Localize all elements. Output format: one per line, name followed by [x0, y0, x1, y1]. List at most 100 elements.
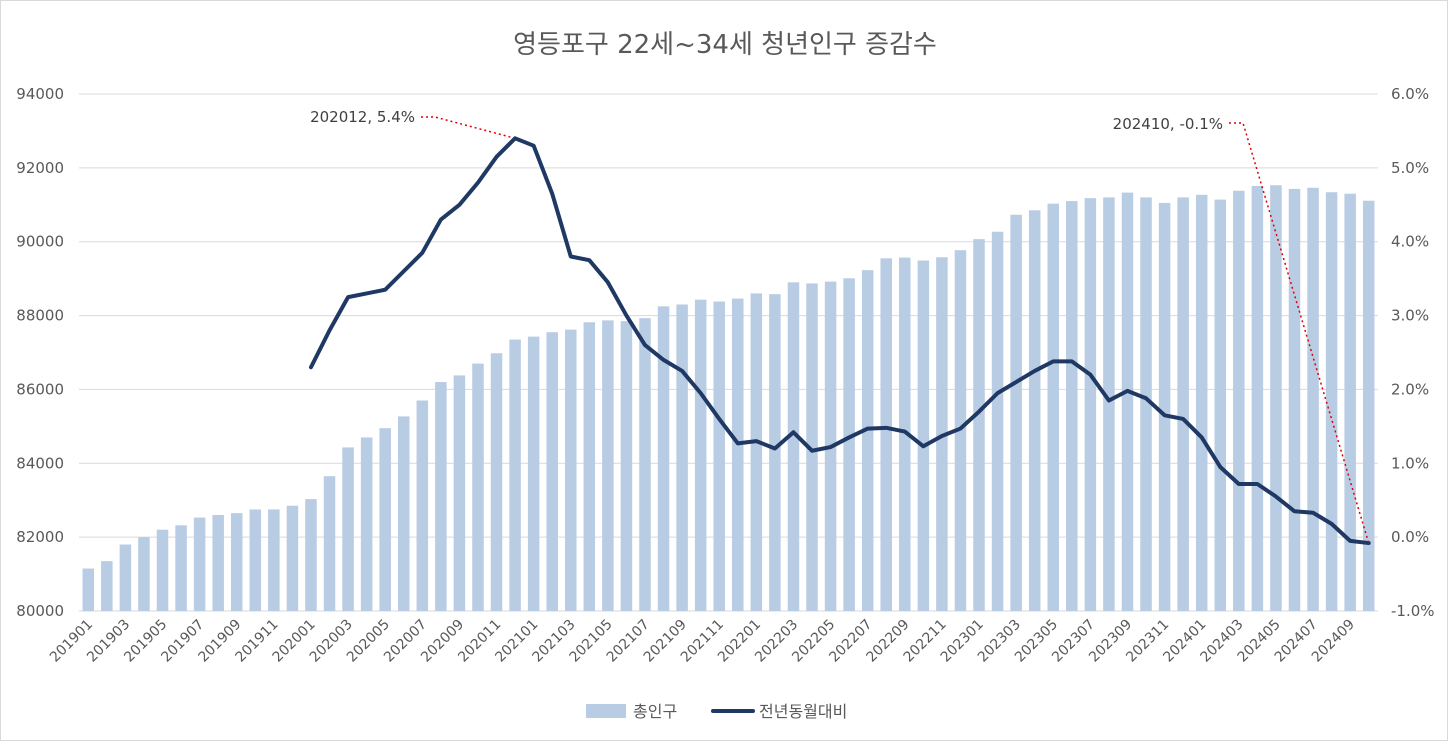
bar-202407 — [1307, 187, 1319, 611]
bar-201904 — [138, 537, 150, 611]
bar-202109 — [676, 304, 688, 611]
left-tick-label: 88000 — [16, 307, 64, 325]
annotations: 202012, 5.4% 202410, -0.1% — [310, 108, 1223, 133]
left-tick-label: 94000 — [16, 85, 64, 103]
bar-202005 — [379, 428, 391, 611]
bar-202008 — [435, 382, 447, 611]
bar-202401 — [1195, 194, 1208, 611]
bar-202311 — [1158, 202, 1171, 612]
bar-202102 — [546, 332, 558, 611]
bar-202105 — [602, 320, 614, 611]
bar-202302 — [991, 231, 1004, 611]
bar-202103 — [565, 329, 577, 611]
bar-202306 — [1066, 201, 1078, 612]
right-tick-label: 0.0% — [1391, 528, 1429, 546]
bar-202210 — [917, 260, 930, 611]
bar-201909 — [230, 513, 243, 611]
chart-title: 영등포구 22세~34세 청년인구 증감수 — [513, 30, 937, 60]
annotation-latest: 202410, -0.1% — [1113, 115, 1223, 133]
bar-201906 — [175, 525, 187, 611]
bar-201908 — [212, 514, 224, 611]
left-tick-label: 86000 — [16, 380, 64, 398]
bar-202204 — [806, 283, 818, 611]
legend: 총인구 전년동월대비 — [586, 702, 847, 721]
bar-202108 — [657, 306, 670, 611]
annotation-leaders — [421, 116, 1370, 544]
right-tick-label: 4.0% — [1391, 233, 1429, 251]
bar-202309 — [1121, 192, 1134, 611]
bar-202007 — [416, 400, 429, 611]
bar-202406 — [1288, 188, 1301, 611]
bar-202307 — [1084, 198, 1097, 612]
bar-202104 — [583, 322, 596, 611]
bar-202101 — [527, 336, 540, 611]
bar-202110 — [694, 299, 707, 611]
bar-201905 — [156, 529, 169, 611]
bar-202004 — [360, 437, 373, 611]
bar-201902 — [101, 561, 113, 611]
bar-202404 — [1251, 185, 1264, 611]
bar-202001 — [305, 499, 317, 611]
bar-201903 — [119, 544, 132, 611]
annotation-leader — [1229, 122, 1370, 544]
bar-202209 — [899, 257, 911, 611]
bar-202006 — [397, 416, 410, 611]
bar-202312 — [1177, 197, 1189, 611]
bar-202208 — [880, 258, 892, 611]
left-tick-label: 82000 — [16, 528, 64, 546]
bar-202207 — [861, 270, 874, 611]
bar-202402 — [1214, 199, 1227, 611]
line-series — [308, 136, 1371, 546]
bar-202011 — [490, 353, 503, 611]
right-tick-label: 3.0% — [1391, 307, 1429, 325]
bar-202107 — [639, 318, 651, 611]
bar-202303 — [1010, 214, 1022, 612]
bar-202201 — [750, 293, 763, 611]
bar-202308 — [1103, 197, 1115, 611]
right-tick-label: 2.0% — [1391, 380, 1429, 398]
legend-label-yoy: 전년동월대비 — [759, 702, 847, 721]
bar-201910 — [249, 509, 262, 611]
bar-series — [82, 185, 1375, 612]
bar-202012 — [509, 339, 521, 611]
legend-swatch-bar — [586, 704, 626, 718]
bar-202301 — [973, 239, 985, 612]
bar-202009 — [453, 375, 466, 611]
left-tick-label: 90000 — [16, 233, 64, 251]
bar-201901 — [82, 568, 95, 611]
left-axis: 80000 82000 84000 86000 88000 90000 92000 94000 — [16, 85, 64, 620]
line-yoy — [308, 136, 1371, 546]
bar-202112 — [732, 298, 744, 611]
bar-202202 — [769, 294, 781, 611]
bar-202304 — [1028, 210, 1041, 611]
annotation-peak: 202012, 5.4% — [310, 108, 415, 126]
right-axis: -1.0% 0.0% 1.0% 2.0% 3.0% 4.0% 5.0% 6.0% — [1391, 85, 1435, 620]
left-tick-label: 84000 — [16, 454, 64, 472]
bar-202409 — [1344, 193, 1356, 611]
bar-202410 — [1362, 200, 1375, 611]
bar-202405 — [1270, 185, 1282, 612]
bar-202106 — [620, 321, 633, 611]
bar-201912 — [286, 505, 299, 611]
legend-label-total: 총인구 — [633, 702, 677, 721]
bar-202203 — [787, 282, 800, 611]
bar-201911 — [268, 509, 280, 611]
bar-202010 — [472, 363, 484, 611]
right-tick-label: 1.0% — [1391, 454, 1429, 472]
bar-202002 — [323, 476, 336, 611]
bar-202206 — [843, 278, 855, 611]
bar-202403 — [1233, 190, 1245, 611]
x-axis: 2019012019032019052019072019092019112020… — [47, 617, 1358, 666]
bar-202408 — [1325, 192, 1338, 612]
bar-202003 — [342, 447, 354, 611]
left-tick-label: 80000 — [16, 602, 64, 620]
right-tick-label: -1.0% — [1391, 602, 1435, 620]
bar-202111 — [713, 301, 725, 611]
bar-202305 — [1047, 203, 1060, 611]
left-tick-label: 92000 — [16, 159, 64, 177]
bar-202310 — [1140, 197, 1152, 611]
bar-201907 — [193, 517, 206, 611]
annotation-leader — [421, 116, 516, 140]
